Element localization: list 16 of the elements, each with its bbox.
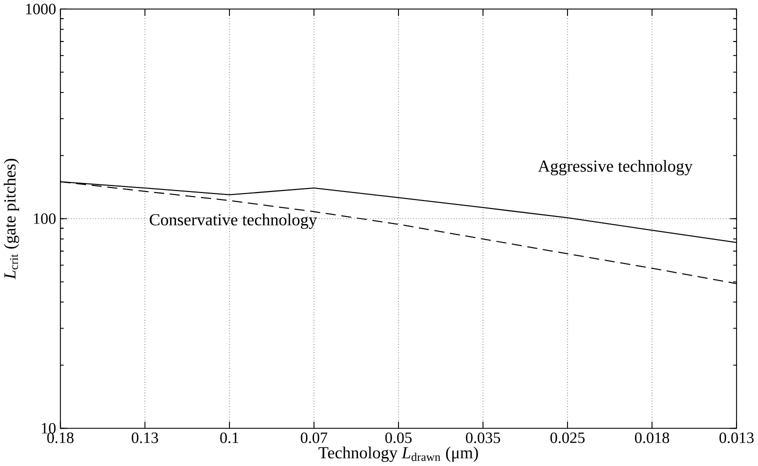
- x-tick-label: 0.18: [47, 432, 74, 444]
- x-tick-label: 0.05: [385, 432, 412, 444]
- y-tick-label: 10: [42, 423, 56, 434]
- y-tick-label: 100: [34, 214, 56, 224]
- y-tick-label: 1000: [26, 4, 56, 15]
- x-tick-label: 0.035: [466, 432, 500, 444]
- series-label: Conservative technology: [150, 214, 317, 230]
- x-tick-label: 0.025: [550, 432, 585, 444]
- x-tick-label: 0.018: [634, 432, 670, 444]
- y-axis-title: L$_{crit}$ (gate pitches): [4, 159, 20, 280]
- x-tick-label: 0.013: [719, 432, 754, 444]
- x-tick-label: 0.07: [300, 432, 328, 444]
- x-axis-title: Technology L$_{drawn}$ (μm): [318, 446, 478, 462]
- x-tick-label: 0.1: [220, 432, 238, 444]
- text: Aggressive technology: [538, 160, 693, 176]
- x-tick-label: 0.13: [132, 432, 158, 444]
